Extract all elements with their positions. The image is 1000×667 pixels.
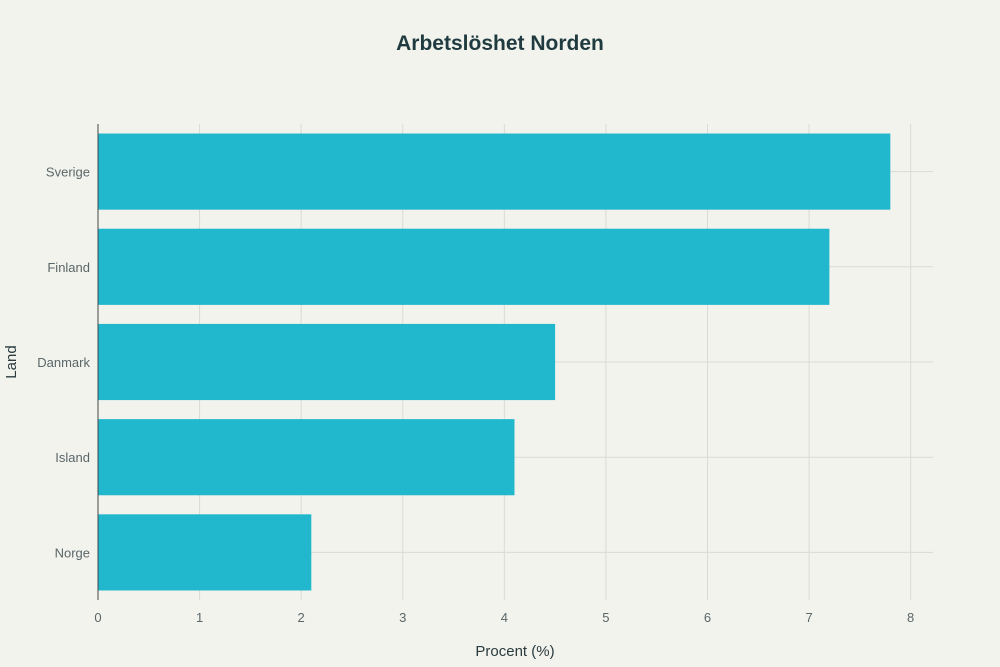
y-tick-label: Sverige bbox=[46, 165, 90, 180]
y-axis-label: Land bbox=[3, 345, 20, 378]
x-tick-label: 2 bbox=[298, 610, 305, 625]
x-tick-label: 4 bbox=[501, 610, 508, 625]
x-tick-label: 0 bbox=[94, 610, 101, 625]
x-ticks: 0 1 2 3 4 5 6 7 8 bbox=[94, 610, 914, 625]
y-tick-label: Finland bbox=[47, 260, 90, 275]
bar-norge bbox=[98, 514, 312, 591]
bar-danmark bbox=[98, 323, 556, 401]
x-axis-label: Procent (%) bbox=[475, 643, 554, 660]
x-tick-label: 7 bbox=[805, 610, 812, 625]
bar-sverige bbox=[98, 133, 891, 210]
x-tick-label: 1 bbox=[196, 610, 203, 625]
y-tick-label: Island bbox=[55, 450, 90, 465]
x-tick-label: 3 bbox=[399, 610, 406, 625]
bar-island bbox=[98, 419, 515, 496]
x-tick-label: 6 bbox=[704, 610, 711, 625]
y-tick-label: Danmark bbox=[37, 355, 90, 370]
bar-finland bbox=[98, 228, 830, 305]
chart-title: Arbetslöshet Norden bbox=[396, 32, 604, 55]
y-tick-label: Norge bbox=[55, 545, 90, 560]
bars bbox=[98, 133, 891, 591]
y-ticks: Sverige Finland Danmark Island Norge bbox=[37, 165, 90, 561]
x-tick-label: 8 bbox=[907, 610, 914, 625]
x-tick-label: 5 bbox=[602, 610, 609, 625]
